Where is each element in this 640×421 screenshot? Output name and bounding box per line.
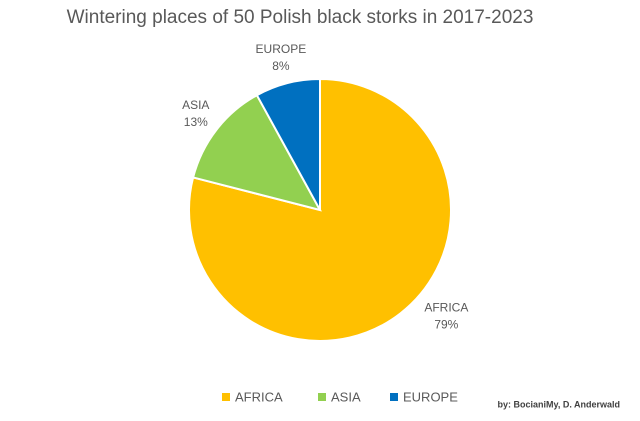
- data-label-value: 13%: [184, 115, 208, 129]
- legend-swatch: [222, 393, 230, 401]
- data-label-category: AFRICA: [424, 300, 468, 314]
- pie-slice: [191, 93, 322, 212]
- legend-label: AFRICA: [235, 389, 283, 404]
- pie-slice: [255, 77, 321, 211]
- data-label-value: 79%: [434, 317, 458, 331]
- legend-swatch: [318, 393, 326, 401]
- data-label-category: ASIA: [182, 98, 209, 112]
- data-label-value: 8%: [272, 59, 290, 73]
- legend-label: ASIA: [331, 389, 361, 404]
- data-label-category: EUROPE: [256, 42, 307, 56]
- chart-title: Wintering places of 50 Polish black stor…: [67, 7, 534, 28]
- legend-swatch: [390, 393, 398, 401]
- source-note: by: BocianiMy, D. Anderwald: [497, 399, 620, 409]
- legend-label: EUROPE: [403, 389, 458, 404]
